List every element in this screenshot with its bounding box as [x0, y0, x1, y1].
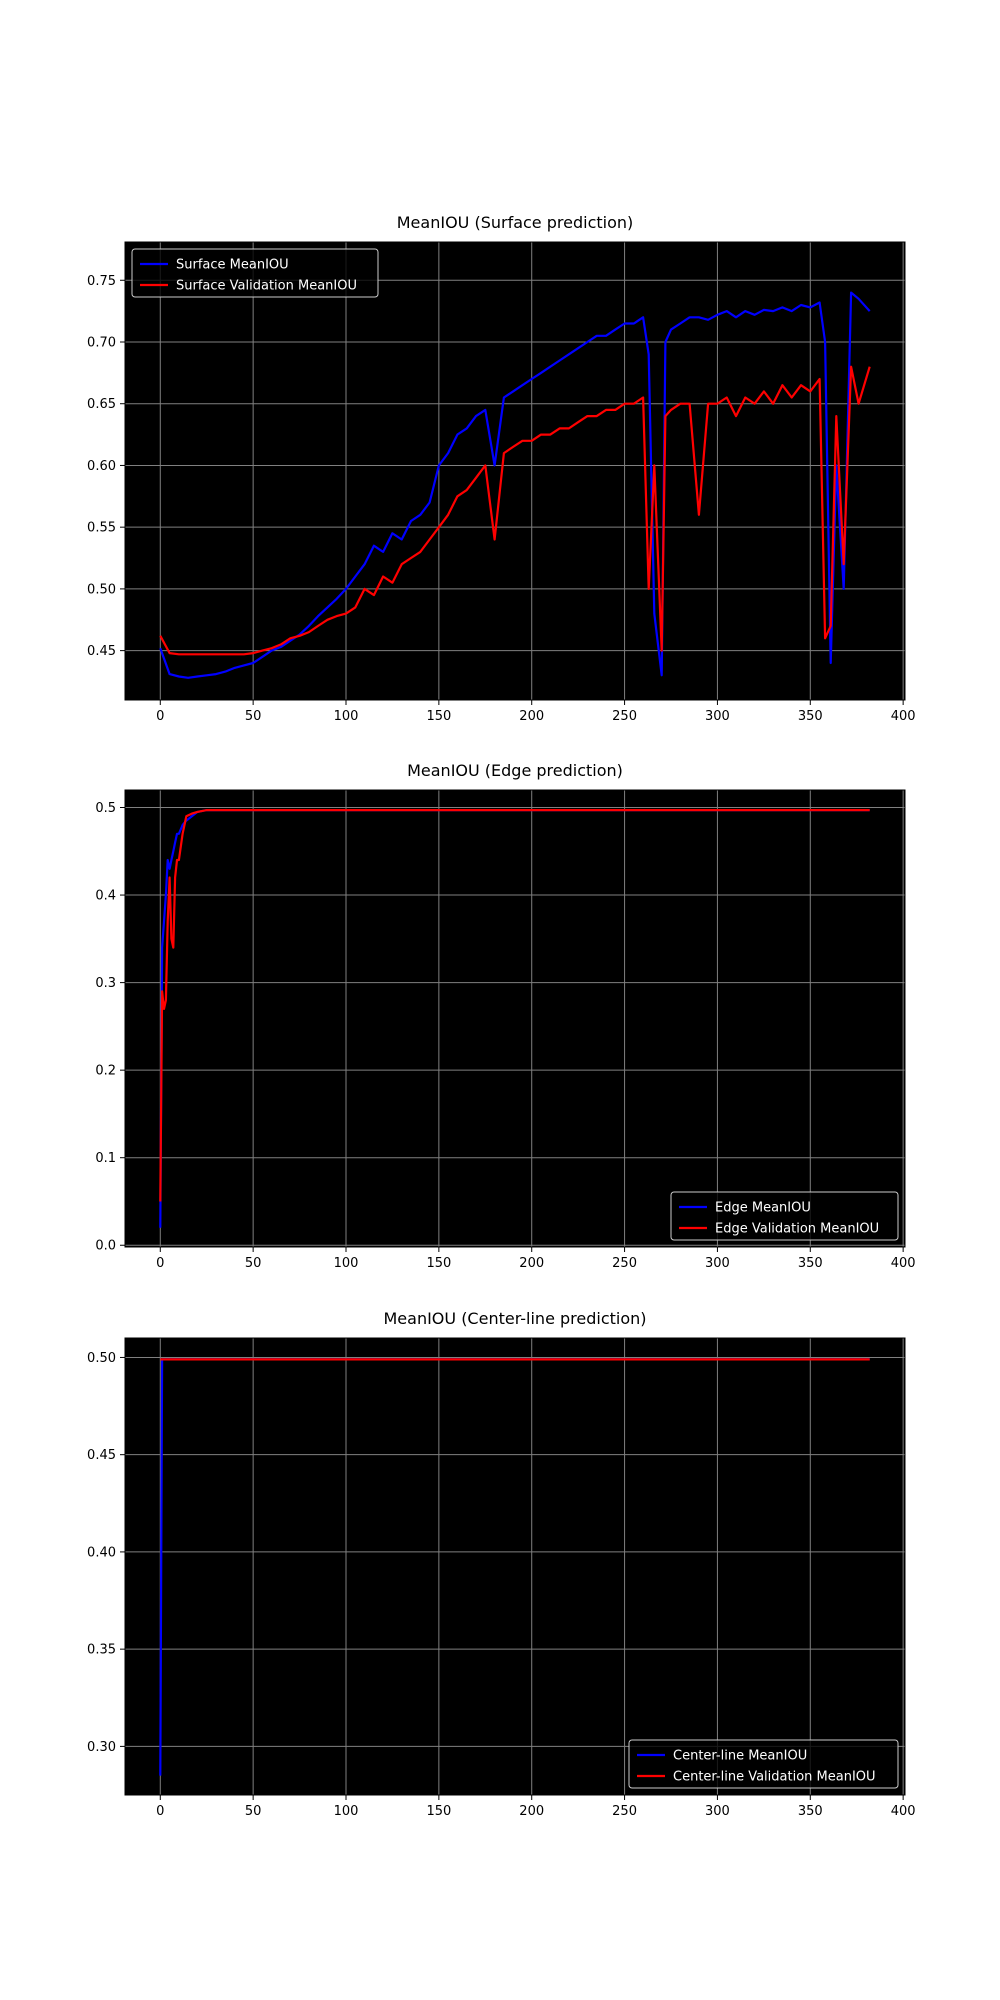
y-tick-label: 0.45	[87, 644, 116, 659]
y-tick-label: 0.2	[95, 1064, 116, 1079]
x-tick-label: 150	[426, 709, 451, 724]
x-tick-label: 400	[891, 1804, 916, 1819]
x-tick-label: 0	[156, 1804, 164, 1819]
legend-label: Edge Validation MeanIOU	[715, 1222, 879, 1237]
x-tick-label: 250	[612, 1256, 637, 1271]
series-line-2	[159, 808, 870, 1202]
legend-label: Edge MeanIOU	[715, 1201, 811, 1216]
y-tick-label: 0.40	[87, 1545, 116, 1560]
y-tick-label: 0.50	[87, 1351, 116, 1366]
x-tick-label: 200	[519, 1256, 544, 1271]
y-tick-label: 0.4	[95, 889, 116, 904]
x-tick-label: 300	[705, 1256, 730, 1271]
x-tick-label: 150	[426, 1804, 451, 1819]
legend-label: Surface Validation MeanIOU	[176, 279, 357, 294]
legend-label: Surface MeanIOU	[176, 258, 289, 273]
x-tick-label: 250	[612, 709, 637, 724]
chart-panel-3: 0 50 100 150 200 250 300 350 400 0.30 0.35 0.40 0.45…	[87, 1309, 916, 1819]
y-tick-label: 0.65	[87, 397, 116, 412]
series-line-1	[159, 291, 871, 679]
x-tick-label: 250	[612, 1804, 637, 1819]
legend-box	[131, 248, 379, 298]
y-tick-label: 0.45	[87, 1448, 116, 1463]
x-tick-label: 0	[156, 1256, 164, 1271]
x-tick-label: 100	[334, 1804, 359, 1819]
x-tick-label: 0	[156, 709, 164, 724]
x-tick-label: 400	[891, 1256, 916, 1271]
y-tick-label: 0.55	[87, 521, 116, 536]
x-tick-label: 400	[891, 709, 916, 724]
legend-label: Center-line Validation MeanIOU	[673, 1770, 876, 1785]
legend: Surface MeanIOU Surface Validation MeanIO…	[131, 248, 379, 298]
x-tick-label: 50	[245, 709, 262, 724]
x-tick-label: 200	[519, 709, 544, 724]
y-tick-label: 0.3	[95, 976, 116, 991]
y-tick-label: 0.1	[95, 1151, 116, 1166]
x-tick-label: 350	[798, 1804, 823, 1819]
series-line-2	[159, 365, 871, 656]
x-tick-label: 300	[705, 709, 730, 724]
x-tick-label: 300	[705, 1804, 730, 1819]
chart-title: MeanIOU (Edge prediction)	[407, 761, 623, 780]
y-tick-label: 0.70	[87, 335, 116, 350]
x-tick-label: 100	[334, 1256, 359, 1271]
chart-title: MeanIOU (Surface prediction)	[397, 213, 634, 232]
legend-box	[670, 1191, 899, 1241]
y-tick-label: 0.35	[87, 1643, 116, 1658]
chart-panel-1: 0 50 100 150 200 250 300 350 400 0.45 0.50 0.55 0.60…	[87, 213, 916, 724]
axes-frame	[124, 241, 906, 701]
y-tick-label: 0.30	[87, 1740, 116, 1755]
y-tick-label: 0.50	[87, 582, 116, 597]
x-tick-label: 50	[245, 1804, 262, 1819]
x-tick-label: 350	[798, 1256, 823, 1271]
chart-title: MeanIOU (Center-line prediction)	[383, 1309, 646, 1328]
plot-area	[125, 1338, 905, 1795]
y-tick-label: 0.5	[95, 801, 116, 816]
axes-frame	[124, 1337, 906, 1796]
legend: Edge MeanIOU Edge Validation MeanIOU	[670, 1191, 899, 1241]
legend-label: Center-line MeanIOU	[673, 1749, 807, 1764]
x-tick-label: 100	[334, 709, 359, 724]
x-tick-label: 50	[245, 1256, 262, 1271]
legend-box	[628, 1739, 899, 1789]
plot-area	[125, 790, 905, 1247]
chart-panel-2: 0 50 100 150 200 250 300 350 400 0.0 0.1 0.2 0.3 0.4 0…	[95, 761, 915, 1271]
x-tick-label: 350	[798, 709, 823, 724]
axes-frame	[124, 789, 906, 1248]
plot-area	[125, 242, 905, 700]
y-tick-label: 0.60	[87, 459, 116, 474]
y-tick-label: 0.75	[87, 274, 116, 289]
x-tick-label: 200	[519, 1804, 544, 1819]
x-tick-label: 150	[426, 1256, 451, 1271]
y-tick-label: 0.0	[95, 1239, 116, 1254]
legend: Center-line MeanIOU Center-line Validatio…	[628, 1739, 899, 1789]
